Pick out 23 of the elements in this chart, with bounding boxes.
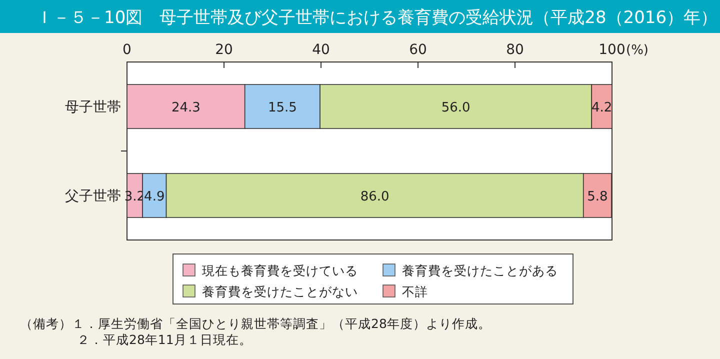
x-axis-title: (%) — [626, 43, 648, 58]
x-tick-label: 20 — [215, 42, 233, 58]
x-tick-label: 0 — [122, 42, 132, 58]
data-label: 86.0 — [360, 190, 390, 204]
x-tick-label: 100 — [598, 42, 626, 58]
legend-label: 養育費を受けたことがない — [202, 284, 358, 299]
y-tick-label: 父子世帯 — [65, 188, 121, 204]
x-tick-label: 80 — [506, 42, 524, 58]
x-tick-label: 60 — [409, 42, 427, 58]
data-label: 5.8 — [587, 190, 608, 204]
x-tick-label: 40 — [312, 42, 330, 58]
data-label: 4.2 — [591, 100, 612, 116]
data-label: 15.5 — [268, 100, 297, 116]
data-label: 24.3 — [171, 100, 200, 116]
legend-label: 現在も養育費を受けている — [202, 263, 358, 278]
text: ２．平成28年11月１日現在。 — [77, 332, 252, 347]
legend-label: 不詳 — [402, 284, 428, 299]
text: （備考）１．厚生労働省「全国ひとり親世帯等調査」（平成28年度）より作成。 — [20, 316, 491, 331]
data-label: 4.9 — [144, 190, 165, 204]
legend-label: 養育費を受けたことがある — [402, 263, 558, 278]
data-label: 56.0 — [441, 100, 470, 116]
y-tick-label: 母子世帯 — [65, 100, 121, 116]
chart-title: Ｉ－５－10図 母子世帯及び父子世帯における養育費の受給状況（平成28（2016）年） — [36, 8, 718, 28]
